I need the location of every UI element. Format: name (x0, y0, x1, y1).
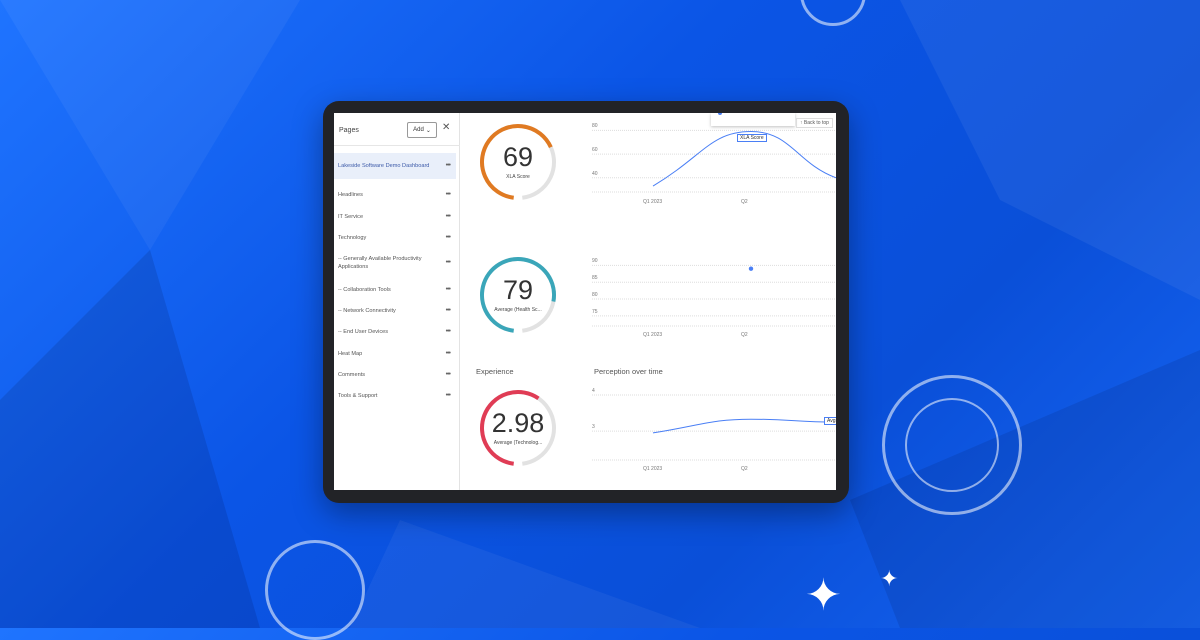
x-tick-label: Q1 2023 (643, 199, 662, 205)
sparkle-icon: ✦ (805, 570, 842, 621)
y-tick-label: 75 (592, 309, 598, 315)
y-tick-label: 4 (592, 388, 595, 394)
x-tick-label: Q1 2023 (643, 332, 662, 338)
y-tick-label: 60 (592, 147, 598, 153)
dashboard-screen: Pages Add⌄ ✕ Lakeside Software Demo Dash… (334, 113, 836, 490)
y-tick-label: 80 (592, 123, 598, 129)
x-tick-label: Q2 (741, 466, 748, 472)
data-point[interactable] (749, 267, 753, 271)
y-tick-label: 3 (592, 424, 595, 430)
x-tick-label: Q2 (741, 332, 748, 338)
y-tick-label: 85 (592, 275, 598, 281)
decor-ring (265, 540, 365, 640)
x-tick-label: Q1 2023 (643, 466, 662, 472)
decor-ring (905, 398, 999, 492)
y-tick-label: 40 (592, 171, 598, 177)
tooltip: Avg (824, 417, 836, 425)
tooltip: XLA Score (737, 134, 767, 142)
y-tick-label: 90 (592, 258, 598, 264)
sparkle-icon: ✦ (880, 566, 898, 592)
x-tick-label: Q2 (741, 199, 748, 205)
charts-layer (334, 113, 836, 490)
y-tick-label: 80 (592, 292, 598, 298)
